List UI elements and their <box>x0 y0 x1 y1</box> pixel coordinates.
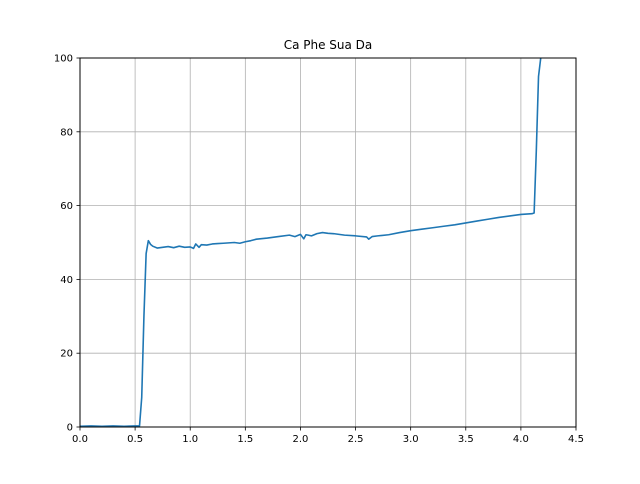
x-tick-label: 3.5 <box>458 434 474 445</box>
x-tick-label: 4.5 <box>568 434 584 445</box>
y-tick-label: 60 <box>60 201 73 212</box>
x-tick-label: 3.0 <box>403 434 419 445</box>
series-layer <box>80 58 542 427</box>
y-tick-label: 0 <box>67 423 73 434</box>
chart-title: Ca Phe Sua Da <box>284 38 373 52</box>
y-tick-label: 40 <box>60 275 73 286</box>
x-axis: 0.0 0.5 1.0 1.5 2.0 2.5 3.0 3.5 4.0 4.5 <box>72 427 584 445</box>
y-tick-label: 100 <box>54 54 73 65</box>
series-line-0 <box>80 58 542 427</box>
y-axis: 0 20 40 60 80 100 <box>54 54 80 434</box>
axes-frame <box>79 57 577 428</box>
x-tick-label: 2.0 <box>292 434 308 445</box>
x-tick-label: 4.0 <box>513 434 529 445</box>
x-tick-label: 0.0 <box>72 434 88 445</box>
x-tick-label: 1.0 <box>182 434 198 445</box>
x-tick-label: 0.5 <box>127 434 143 445</box>
y-tick-label: 80 <box>60 127 73 138</box>
x-tick-label: 2.5 <box>348 434 364 445</box>
plot-area <box>80 58 576 427</box>
y-tick-label: 20 <box>60 349 73 360</box>
x-tick-label: 1.5 <box>237 434 253 445</box>
